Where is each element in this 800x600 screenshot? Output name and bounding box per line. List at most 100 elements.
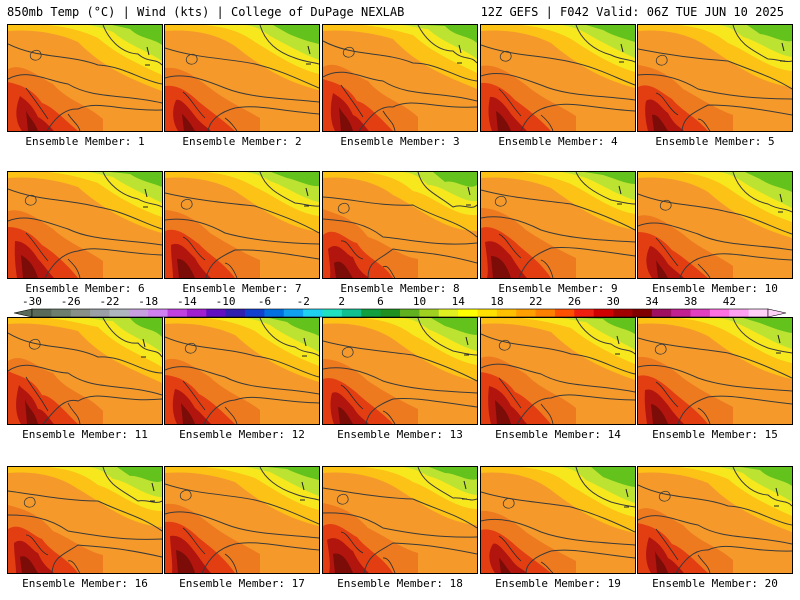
ensemble-member-label: Ensemble Member: 7 xyxy=(182,282,302,295)
ensemble-member-map xyxy=(637,171,793,279)
colorbar-tick-label: -14 xyxy=(176,295,197,308)
colorbar-segment xyxy=(516,309,537,317)
ensemble-member-label: Ensemble Member: 1 xyxy=(25,135,145,148)
ensemble-member-map xyxy=(164,24,320,132)
colorbar-tick-label: -18 xyxy=(138,295,159,308)
ensemble-member-map xyxy=(164,171,320,279)
ensemble-member-label: Ensemble Member: 5 xyxy=(655,135,775,148)
colorbar-segment xyxy=(554,309,575,317)
ensemble-member-map xyxy=(322,466,478,574)
colorbar-segment xyxy=(51,309,72,317)
ensemble-member-map xyxy=(164,317,320,425)
colorbar-tick-label: 22 xyxy=(529,295,543,308)
colorbar-segment xyxy=(361,309,382,317)
colorbar-tick-label: 30 xyxy=(606,295,620,308)
ensemble-member-map xyxy=(637,24,793,132)
colorbar-segment xyxy=(400,309,420,317)
ensemble-member-label: Ensemble Member: 20 xyxy=(652,577,778,590)
ensemble-member-label: Ensemble Member: 16 xyxy=(22,577,148,590)
ensemble-member-label: Ensemble Member: 12 xyxy=(179,428,305,441)
ensemble-member-map xyxy=(7,171,163,279)
ensemble-member-map xyxy=(322,24,478,132)
ensemble-member-map xyxy=(322,317,478,425)
colorbar-graphic xyxy=(13,308,787,318)
map-title: 850mb Temp (°C) | Wind (kts) | College o… xyxy=(7,5,405,19)
ensemble-member-label: Ensemble Member: 6 xyxy=(25,282,145,295)
colorbar-segment xyxy=(496,309,517,317)
colorbar-segment xyxy=(303,309,324,317)
colorbar-tick-label: 18 xyxy=(490,295,504,308)
colorbar-arrow-high xyxy=(767,308,787,318)
colorbar-segment xyxy=(632,309,653,317)
colorbar-segment xyxy=(729,309,750,317)
ensemble-member-label: Ensemble Member: 19 xyxy=(495,577,621,590)
colorbar-segment xyxy=(709,309,730,317)
colorbar-tick-label: 10 xyxy=(412,295,427,308)
colorbar: -30 -26 -22 -18 -14 -10 -6 -2 2 6 10 14 18 22 26 30 34 38… xyxy=(0,296,800,320)
ensemble-member-map xyxy=(480,466,636,574)
colorbar-segment xyxy=(535,309,556,317)
colorbar-segment xyxy=(70,309,91,317)
colorbar-segment xyxy=(109,309,130,317)
colorbar-segment xyxy=(651,309,672,317)
colorbar-segment xyxy=(167,309,188,317)
ensemble-member-map xyxy=(637,317,793,425)
colorbar-segment xyxy=(245,309,265,317)
colorbar-tick-label: 6 xyxy=(377,295,384,308)
ensemble-member-label: Ensemble Member: 18 xyxy=(337,577,463,590)
colorbar-segment xyxy=(593,309,614,317)
ensemble-member-map xyxy=(164,466,320,574)
ensemble-member-label: Ensemble Member: 13 xyxy=(337,428,463,441)
colorbar-tick-label: 26 xyxy=(567,295,582,308)
colorbar-segment xyxy=(283,309,304,317)
colorbar-tick-label: 38 xyxy=(684,295,698,308)
colorbar-segment xyxy=(264,309,285,317)
ensemble-member-map xyxy=(322,171,478,279)
colorbar-tick-label: 34 xyxy=(645,295,659,308)
colorbar-tick-label: -22 xyxy=(99,295,120,308)
colorbar-tick-label: 42 xyxy=(722,295,736,308)
colorbar-segment xyxy=(148,309,169,317)
ensemble-member-map xyxy=(480,24,636,132)
colorbar-tick-label: -6 xyxy=(257,295,272,308)
ensemble-member-label: Ensemble Member: 10 xyxy=(652,282,778,295)
colorbar-segment xyxy=(671,309,692,317)
ensemble-member-map xyxy=(7,24,163,132)
ensemble-member-label: Ensemble Member: 9 xyxy=(498,282,618,295)
colorbar-segment xyxy=(458,309,478,317)
ensemble-member-map xyxy=(480,317,636,425)
colorbar-segment xyxy=(186,309,207,317)
colorbar-segment xyxy=(613,309,633,317)
colorbar-segment xyxy=(90,309,110,317)
colorbar-segment xyxy=(225,309,246,317)
ensemble-member-label: Ensemble Member: 11 xyxy=(22,428,148,441)
ensemble-member-map xyxy=(637,466,793,574)
colorbar-segment xyxy=(477,309,498,317)
colorbar-segment xyxy=(341,309,362,317)
colorbar-arrow-low xyxy=(13,308,33,318)
colorbar-tick-label: -10 xyxy=(215,295,236,308)
colorbar-tick-label: 14 xyxy=(451,295,465,308)
ensemble-member-label: Ensemble Member: 2 xyxy=(182,135,302,148)
colorbar-tick-label: -26 xyxy=(60,295,81,308)
colorbar-segment xyxy=(128,309,149,317)
colorbar-segment xyxy=(380,309,401,317)
colorbar-tick-label: -2 xyxy=(296,295,310,308)
colorbar-segment xyxy=(32,309,52,317)
colorbar-tick-label: -30 xyxy=(22,295,42,308)
ensemble-member-map xyxy=(480,171,636,279)
ensemble-member-label: Ensemble Member: 4 xyxy=(498,135,618,148)
colorbar-segment xyxy=(322,309,343,317)
colorbar-segment xyxy=(419,309,440,317)
colorbar-segment xyxy=(206,309,227,317)
colorbar-tick-label: 2 xyxy=(338,295,346,308)
colorbar-segment xyxy=(574,309,595,317)
colorbar-segment xyxy=(748,309,769,317)
ensemble-member-map xyxy=(7,466,163,574)
ensemble-member-label: Ensemble Member: 14 xyxy=(495,428,621,441)
colorbar-segment xyxy=(438,309,459,317)
colorbar-segment xyxy=(690,309,711,317)
model-run-info: 12Z GEFS | F042 Valid: 06Z TUE JUN 10 20… xyxy=(480,5,784,19)
ensemble-member-label: Ensemble Member: 17 xyxy=(179,577,305,590)
ensemble-member-map xyxy=(7,317,163,425)
